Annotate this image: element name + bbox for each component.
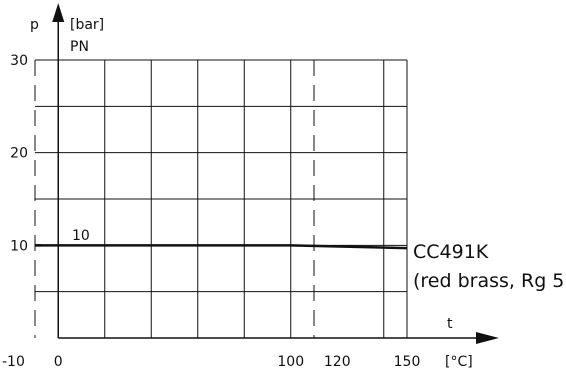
series-group: [35, 244, 408, 250]
y-tick-label: 20: [10, 146, 28, 162]
y-tick-label: 30: [10, 53, 28, 69]
y-axis-extra-label: PN: [70, 39, 89, 55]
y-axis-unit: [bar]: [70, 17, 104, 33]
x-tick-label: -10: [2, 354, 25, 370]
series-name-label: CC491K: [413, 241, 489, 263]
tick-labels: 10 20 30 -10 0 100 120 150: [2, 53, 420, 370]
axes: [52, 3, 499, 344]
y-tick-label: 10: [10, 238, 28, 254]
x-tick-label: 150: [394, 354, 421, 370]
x-tick-label: 0: [54, 354, 63, 370]
x-axis-unit: [°C]: [445, 354, 473, 370]
grid-lines: [35, 59, 408, 338]
series-value-label: 10: [72, 228, 90, 244]
y-axis-arrow: [52, 3, 65, 22]
x-axis-arrow: [476, 332, 499, 344]
x-tick-label: 120: [324, 354, 351, 370]
x-axis-label: t: [447, 316, 453, 332]
series-name-sub-label: (red brass, Rg 5): [413, 270, 566, 292]
y-axis-label: p: [30, 17, 39, 33]
dashed-guides: [34, 60, 315, 338]
series-line-0: [35, 244, 408, 250]
x-tick-label: 100: [277, 354, 304, 370]
